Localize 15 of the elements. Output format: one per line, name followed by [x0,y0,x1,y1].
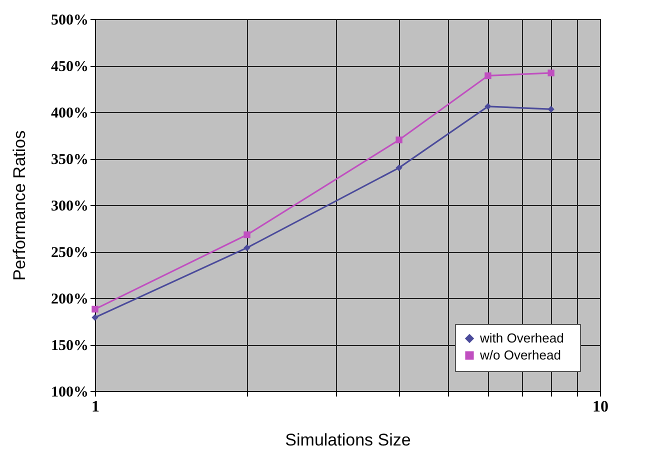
legend-label: w/o Overhead [479,348,561,362]
y-tick-label: 400% [51,106,88,122]
y-tick-label: 200% [51,292,88,308]
x-tick-label: 10 [592,398,608,416]
y-tick-label: 500% [51,12,88,28]
y-tick-label: 300% [51,198,88,214]
y-tick-label: 450% [51,59,88,75]
y-tick-label: 100% [51,384,88,400]
y-tick-label: 150% [51,338,88,354]
x-axis-title: Simulations Size [285,430,411,450]
y-tick-label: 250% [51,245,88,261]
x-tick-label: 1 [92,398,100,416]
y-tick-label: 350% [51,152,88,168]
legend-label: with Overhead [479,330,564,346]
y-axis-title: Performance Ratios [10,130,29,281]
